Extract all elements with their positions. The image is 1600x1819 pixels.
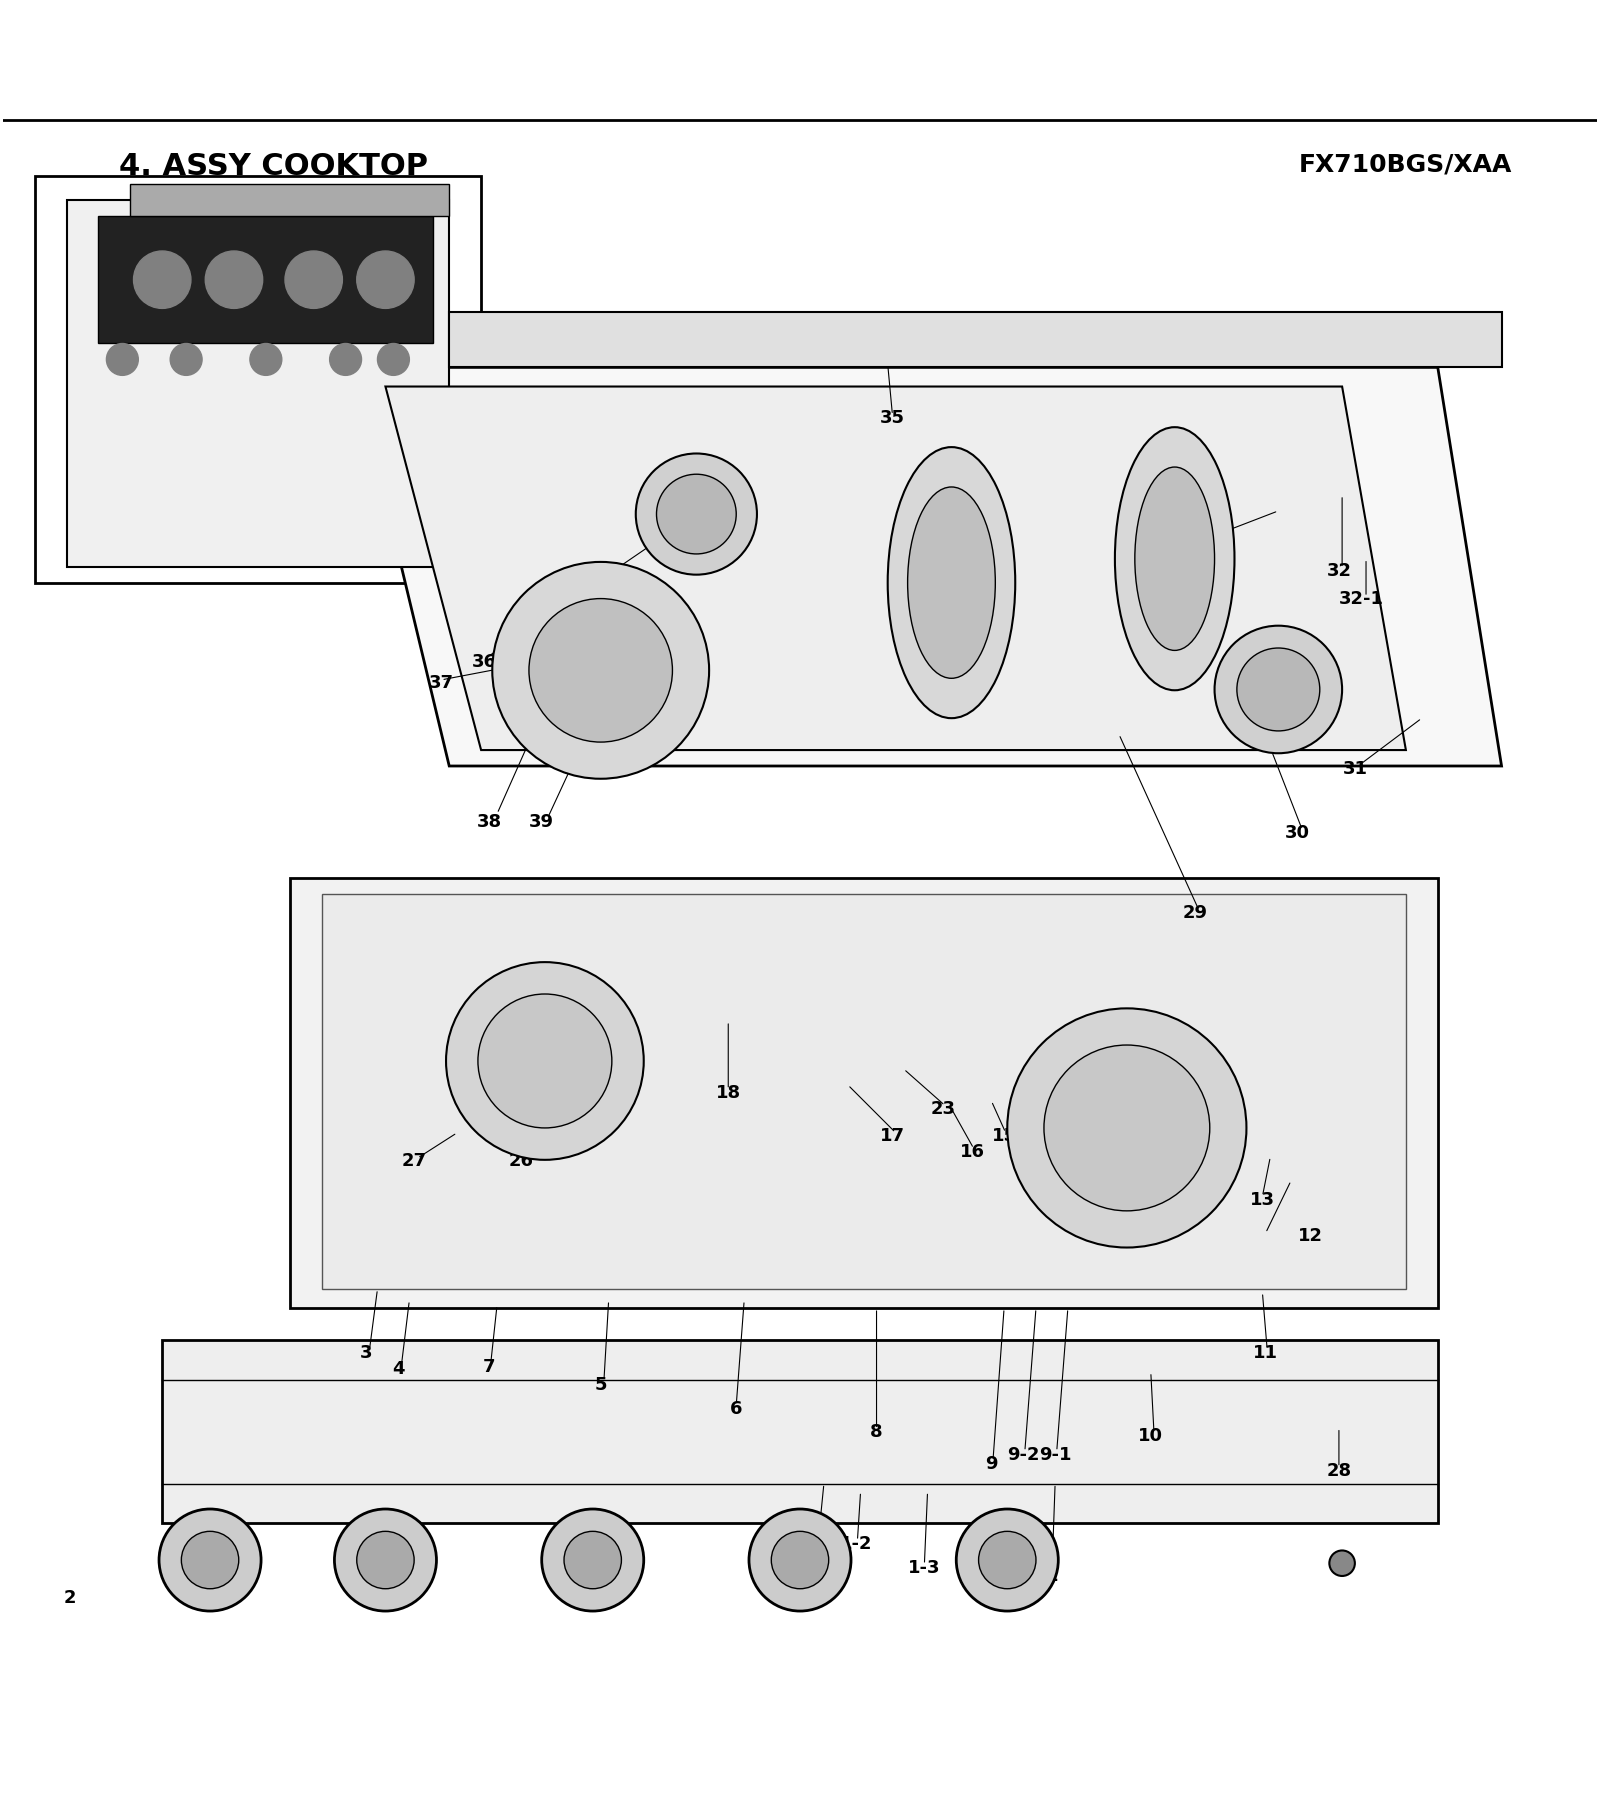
Circle shape — [1237, 648, 1320, 731]
Ellipse shape — [1134, 467, 1214, 651]
Circle shape — [530, 598, 672, 742]
Text: 31: 31 — [1342, 760, 1368, 779]
Circle shape — [478, 993, 611, 1128]
Polygon shape — [354, 367, 1501, 766]
Text: 4. ASSY COOKTOP: 4. ASSY COOKTOP — [120, 153, 429, 182]
Text: 1: 1 — [1046, 1566, 1058, 1584]
Text: 14: 14 — [1154, 1131, 1179, 1150]
Circle shape — [1043, 1046, 1210, 1211]
Circle shape — [205, 251, 262, 309]
Text: 28: 28 — [1326, 1462, 1352, 1479]
Circle shape — [170, 344, 202, 375]
Text: 35: 35 — [880, 409, 906, 427]
Circle shape — [635, 453, 757, 575]
Polygon shape — [130, 184, 450, 216]
Circle shape — [979, 1532, 1035, 1588]
Text: 1-1: 1-1 — [803, 1526, 835, 1544]
Polygon shape — [290, 877, 1438, 1308]
Circle shape — [1214, 626, 1342, 753]
Text: 13: 13 — [1250, 1191, 1275, 1208]
Text: 27: 27 — [402, 1153, 427, 1170]
Circle shape — [446, 962, 643, 1161]
Text: 18: 18 — [715, 1084, 741, 1102]
Text: 9-1: 9-1 — [1038, 1446, 1072, 1464]
Ellipse shape — [1115, 427, 1235, 689]
Text: 30: 30 — [1285, 824, 1310, 842]
Text: 3: 3 — [360, 1344, 373, 1362]
Text: 19: 19 — [562, 1141, 586, 1157]
Circle shape — [565, 1532, 621, 1588]
Text: 32-1: 32-1 — [1339, 589, 1384, 608]
Text: 16: 16 — [960, 1142, 984, 1161]
Circle shape — [133, 251, 190, 309]
Text: 37: 37 — [429, 675, 454, 691]
Polygon shape — [386, 386, 1406, 749]
Circle shape — [181, 1532, 238, 1588]
Text: 11: 11 — [1253, 1344, 1278, 1362]
Circle shape — [771, 1532, 829, 1588]
Circle shape — [493, 562, 709, 779]
Text: 17: 17 — [880, 1128, 906, 1144]
Text: 20: 20 — [509, 1121, 533, 1139]
Text: 9: 9 — [986, 1455, 997, 1473]
Ellipse shape — [907, 487, 995, 678]
Circle shape — [378, 344, 410, 375]
Circle shape — [250, 344, 282, 375]
Text: 8: 8 — [870, 1424, 883, 1441]
Polygon shape — [450, 311, 1501, 367]
Ellipse shape — [888, 447, 1016, 719]
Text: 22: 22 — [1056, 1108, 1080, 1126]
Circle shape — [330, 344, 362, 375]
Circle shape — [957, 1510, 1058, 1612]
Text: 29: 29 — [1182, 904, 1208, 922]
Text: 33: 33 — [1178, 537, 1203, 555]
Circle shape — [334, 1510, 437, 1612]
Text: 38: 38 — [477, 813, 502, 831]
Text: 26: 26 — [509, 1153, 533, 1170]
Circle shape — [656, 475, 736, 555]
Text: 6: 6 — [730, 1399, 742, 1417]
Text: 36: 36 — [472, 653, 496, 671]
Circle shape — [107, 344, 138, 375]
Text: 1-3: 1-3 — [909, 1559, 941, 1577]
Text: 12: 12 — [1298, 1228, 1323, 1246]
Polygon shape — [322, 893, 1406, 1290]
Text: 39: 39 — [530, 813, 554, 831]
Text: 32: 32 — [1326, 562, 1352, 580]
Circle shape — [285, 251, 342, 309]
Text: 9-2: 9-2 — [1006, 1446, 1040, 1464]
Text: 10: 10 — [1138, 1426, 1163, 1444]
Text: FX710BGS/XAA: FX710BGS/XAA — [1299, 153, 1512, 176]
Polygon shape — [99, 216, 434, 344]
Text: 34: 34 — [1134, 515, 1160, 533]
FancyBboxPatch shape — [67, 200, 450, 568]
Text: 1-2: 1-2 — [840, 1535, 872, 1553]
Text: 2: 2 — [64, 1590, 75, 1608]
Bar — [35, 176, 482, 582]
Circle shape — [357, 251, 414, 309]
Circle shape — [1008, 1008, 1246, 1248]
Polygon shape — [162, 1341, 1438, 1523]
Circle shape — [542, 1510, 643, 1612]
Text: 4: 4 — [392, 1359, 405, 1377]
Circle shape — [357, 1532, 414, 1588]
Circle shape — [1330, 1550, 1355, 1575]
Text: 23: 23 — [931, 1100, 955, 1119]
Text: 5: 5 — [595, 1375, 606, 1393]
Text: 15: 15 — [992, 1128, 1016, 1144]
Text: 24: 24 — [546, 1079, 570, 1097]
Text: 7: 7 — [483, 1359, 496, 1377]
Text: 25: 25 — [552, 1095, 576, 1113]
Text: 21: 21 — [1205, 1159, 1230, 1177]
Circle shape — [749, 1510, 851, 1612]
Circle shape — [158, 1510, 261, 1612]
